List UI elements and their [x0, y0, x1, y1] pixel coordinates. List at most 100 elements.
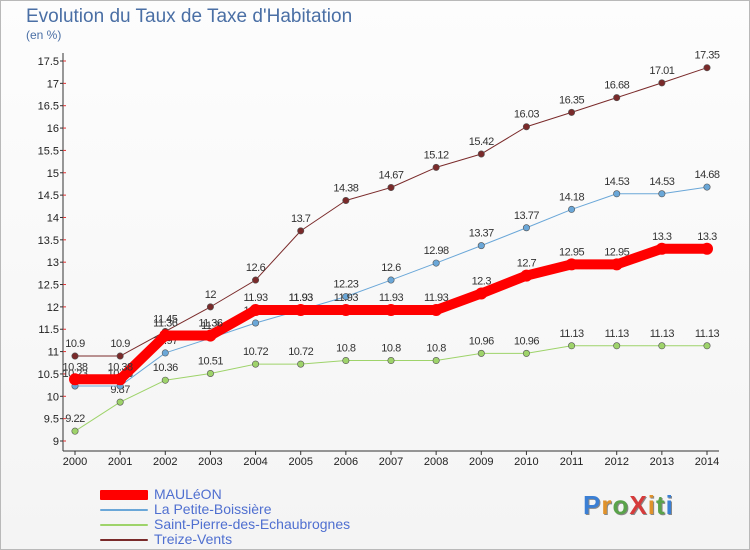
data-label: 14.18 [559, 191, 584, 203]
data-label: 10.8 [381, 343, 401, 355]
data-point [655, 242, 668, 255]
x-tick-label: 2001 [108, 456, 132, 468]
data-point [658, 79, 666, 87]
data-point [432, 259, 440, 267]
y-tick-label: 15.5 [38, 145, 59, 157]
legend-swatch [100, 490, 148, 500]
data-point [658, 190, 666, 198]
y-tick-label: 12 [47, 302, 59, 314]
data-point [701, 242, 713, 255]
legend-label: Saint-Pierre-des-Echaubrognes [154, 516, 351, 532]
data-label: 14.38 [333, 182, 358, 194]
data-point [658, 342, 666, 350]
data-point [703, 183, 711, 191]
data-point [71, 427, 79, 435]
data-label: 9.22 [65, 413, 85, 425]
data-point [613, 342, 621, 350]
data-label: 11.45 [153, 313, 178, 325]
data-label: 11.13 [559, 328, 584, 340]
y-tick-label: 17.5 [38, 56, 59, 68]
y-tick-label: 15 [47, 168, 59, 180]
chart-subtitle: (en %) [26, 28, 62, 42]
x-tick-label: 2005 [288, 456, 312, 468]
data-point [387, 184, 395, 192]
series-la-petite-boissi-re: 10.2310.2310.9711.311.6411.9312.2312.612… [62, 169, 720, 390]
data-point [432, 357, 440, 365]
data-label: 10.8 [426, 343, 446, 355]
y-tick-label: 11 [48, 347, 59, 359]
data-label: 10.96 [469, 335, 494, 347]
data-point [161, 376, 169, 384]
data-point [342, 357, 350, 365]
legend-label: La Petite-Boissière [154, 501, 272, 517]
y-tick-label: 16.5 [38, 101, 59, 113]
data-label: 11.93 [334, 292, 359, 304]
data-point [568, 108, 576, 116]
data-label: 9.87 [110, 384, 130, 396]
data-label: 14.68 [694, 169, 719, 181]
legend-swatch [100, 524, 148, 526]
x-tick-label: 2008 [424, 456, 448, 468]
data-point [206, 303, 214, 311]
data-point [114, 373, 127, 386]
x-tick-label: 2010 [514, 456, 538, 468]
y-tick-label: 14 [47, 212, 59, 224]
data-point [294, 304, 307, 317]
data-label: 12.7 [517, 258, 537, 270]
y-tick-label: 14.5 [38, 190, 59, 202]
y-tick-label: 10.5 [38, 369, 59, 381]
data-label: 10.51 [198, 355, 223, 367]
data-label: 13.3 [697, 231, 717, 243]
series-treize-vents: 10.9 10.9 11.45 12 12.6 13.7 14.38 14.67 15.12 15… [65, 50, 720, 360]
data-point [703, 64, 711, 72]
y-tick-label: 12.5 [38, 280, 59, 292]
data-point [297, 227, 305, 235]
data-point [342, 196, 350, 204]
data-label: 16.35 [559, 94, 584, 106]
data-point [522, 123, 530, 131]
data-point [206, 369, 214, 377]
data-point [477, 150, 485, 158]
data-label: 11.13 [605, 328, 630, 340]
legend-swatch [100, 539, 148, 541]
x-tick-label: 2003 [198, 456, 222, 468]
data-point [252, 319, 260, 327]
data-point [613, 190, 621, 198]
y-tick-label: 13 [47, 257, 59, 269]
data-label: 11.93 [424, 292, 449, 304]
data-label: 15.12 [424, 149, 449, 161]
chart-title: Evolution du Taux de Taxe d'Habitation [26, 6, 353, 27]
data-label: 12.6 [246, 262, 266, 274]
data-point [522, 349, 530, 357]
data-label: 11.93 [289, 292, 314, 304]
data-point [161, 349, 169, 357]
data-point [71, 352, 79, 360]
data-label: 10.9 [110, 338, 130, 350]
series-saint-pierre-des-echaubrognes: 9.22 9.87 10.36 10.51 10.72 10.72 10.8 10.8 10.8… [65, 328, 720, 435]
data-point [252, 360, 260, 368]
y-tick-label: 16 [47, 123, 59, 135]
data-label: 13.3 [652, 231, 672, 243]
data-label: 11.93 [379, 292, 404, 304]
data-label: 12.3 [472, 275, 492, 287]
series-maul-on: 10.38 10.38 11.36 11.36 11.93 11.93 11.93 11.93… [62, 231, 718, 386]
y-tick-label: 10 [47, 391, 59, 403]
data-point [204, 329, 217, 342]
data-label: 16.03 [514, 109, 539, 121]
x-tick-label: 2000 [63, 456, 87, 468]
data-label: 12.98 [424, 245, 449, 257]
data-label: 10.8 [336, 343, 356, 355]
data-point [385, 304, 397, 317]
data-label: 10.36 [153, 362, 178, 374]
data-label: 16.68 [604, 80, 629, 92]
x-tick-label: 2012 [604, 456, 628, 468]
data-point [568, 205, 576, 213]
data-label: 10.38 [108, 361, 133, 373]
data-label: 14.53 [604, 176, 629, 188]
data-point [342, 293, 350, 301]
data-label: 10.72 [243, 346, 268, 358]
data-point [339, 304, 352, 317]
data-point [387, 276, 395, 284]
